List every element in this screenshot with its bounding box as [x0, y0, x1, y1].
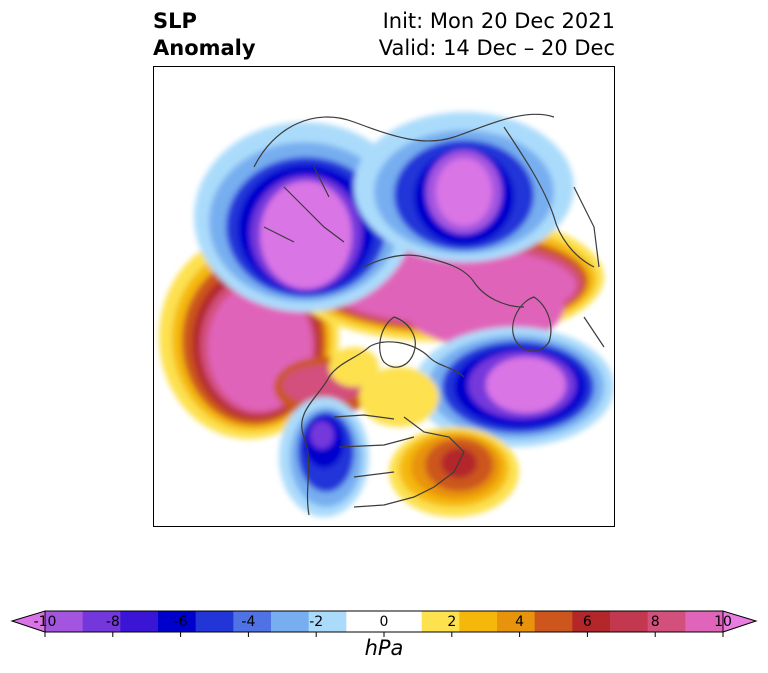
colorbar-tick-label: 10 [714, 614, 732, 630]
colorbar-segment [346, 611, 385, 632]
colorbar-tick-label: -6 [173, 614, 188, 630]
north-america-coast [301, 341, 465, 516]
colorbar-tick-label: -8 [105, 614, 120, 630]
colorbar-segment [308, 611, 347, 632]
anomaly-map-svg [154, 67, 614, 526]
arctic-islands [363, 254, 525, 308]
canada-weak-high [329, 347, 379, 387]
colorbar-segment [195, 611, 234, 632]
colorbar-tick-label: -10 [33, 614, 57, 630]
asia-coast [503, 126, 595, 268]
us-east-coast [353, 416, 465, 508]
colorbar-segment [384, 611, 423, 632]
us-state-borders [333, 414, 415, 478]
valid-range-label: Valid: 14 Dec – 20 Dec [378, 36, 615, 60]
chart-title: SLP Anomaly [153, 8, 256, 62]
colorbar-tick-label: 2 [447, 614, 457, 630]
coastlines [253, 113, 605, 516]
title-line-variable: SLP [153, 9, 197, 33]
colorbar-segments [45, 611, 724, 632]
colorbar-segment [685, 611, 724, 632]
anomaly-map [153, 66, 615, 527]
colorbar-segment [497, 611, 536, 632]
colorbar-segment [271, 611, 310, 632]
colorbar-segment [534, 611, 573, 632]
anomaly-fields [159, 112, 614, 517]
colorbar-segment [421, 611, 460, 632]
europe-borders [573, 186, 605, 348]
greenland [512, 296, 552, 352]
colorbar-segment [82, 611, 121, 632]
colorbar-segment [647, 611, 686, 632]
colorbar-segment [120, 611, 159, 632]
colorbar-segment [610, 611, 649, 632]
atlantic-low [414, 327, 614, 447]
colorbar-segment [45, 611, 84, 632]
colorbar-segment [158, 611, 197, 632]
chart-dates: Init: Mon 20 Dec 2021 Valid: 14 Dec – 20… [379, 8, 615, 62]
hudson-weak-high [359, 367, 439, 427]
colorbar-tick-label: 8 [650, 614, 660, 630]
hudson-bay [379, 316, 416, 368]
colorbar-units: hPa [364, 636, 404, 660]
russia-borders [263, 166, 345, 243]
colorbar-segment [233, 611, 272, 632]
init-date-label: Init: Mon 20 Dec 2021 [382, 9, 615, 33]
colorbar-tickmarks [44, 632, 724, 637]
colorbar [10, 610, 758, 637]
siberia-coast [253, 113, 555, 168]
colorbar-tick-label: -4 [241, 614, 256, 630]
title-line-type: Anomaly [153, 36, 256, 60]
colorbar-tick-label: -2 [309, 614, 324, 630]
colorbar-tick-label: 0 [379, 614, 389, 630]
colorbar-segment [572, 611, 611, 632]
colorbar-segment [459, 611, 498, 632]
colorbar-tick-label: 4 [515, 614, 525, 630]
colorbar-tick-label: 6 [582, 614, 592, 630]
